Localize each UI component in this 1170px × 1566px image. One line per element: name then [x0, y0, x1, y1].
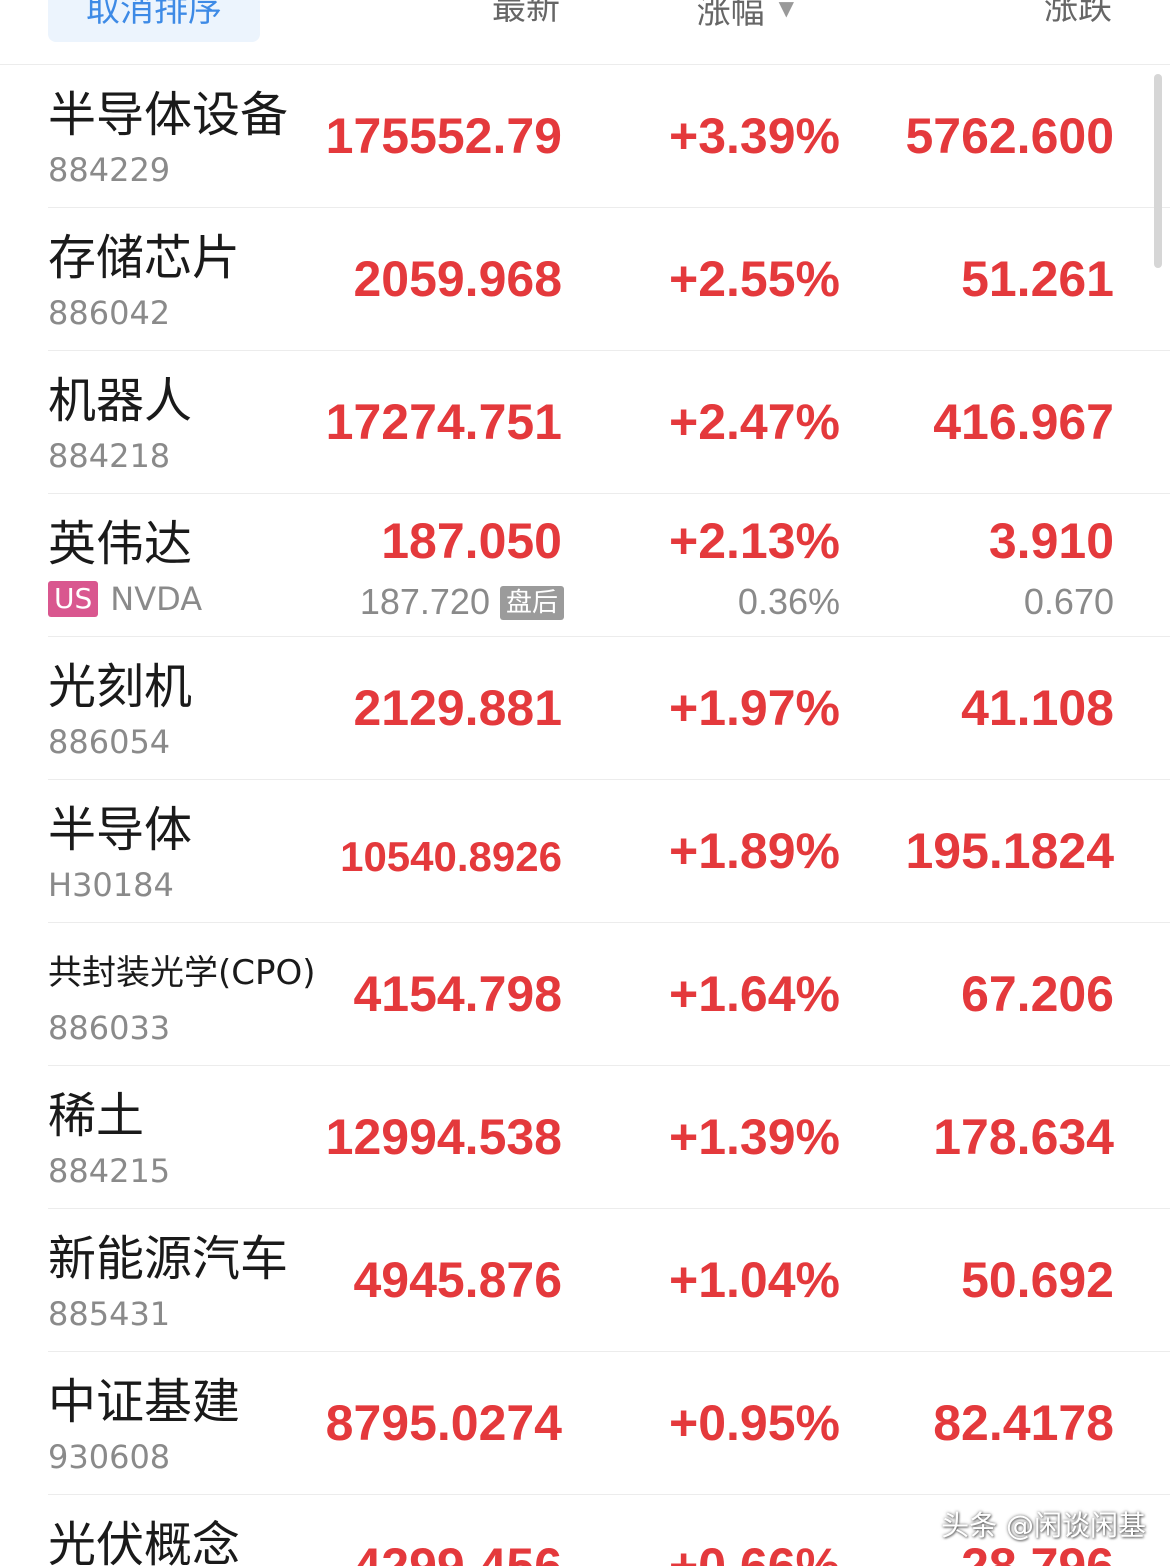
item-change: 416.967: [933, 394, 1114, 450]
list-item[interactable]: 机器人 884218 17274.751 +2.47% 416.967: [48, 351, 1170, 494]
item-latest: 4945.876: [353, 1252, 562, 1308]
list-item[interactable]: 稀土 884215 12994.538 +1.39% 178.634: [48, 1066, 1170, 1209]
item-code: 886054: [48, 723, 171, 761]
item-name: 新能源汽车: [48, 1231, 289, 1287]
item-name: 机器人: [48, 373, 193, 429]
item-change: 41.108: [961, 680, 1114, 736]
market-badge: US: [48, 581, 99, 617]
item-change: 195.1824: [905, 823, 1114, 879]
item-change: 3.910: [988, 513, 1114, 569]
item-name: 稀土: [48, 1088, 145, 1144]
item-code: US NVDA: [48, 580, 202, 618]
column-header-pct[interactable]: 涨幅 ▼: [697, 0, 794, 34]
item-pct: +3.39%: [669, 108, 840, 164]
item-code: H30184: [48, 866, 174, 904]
item-name: 英伟达: [48, 516, 193, 572]
arrow-down-icon: ▼: [778, 0, 794, 20]
item-pct: +2.13%: [669, 513, 840, 569]
item-latest: 12994.538: [325, 1109, 562, 1165]
column-header-latest[interactable]: 最新: [492, 0, 560, 28]
list-item[interactable]: 存储芯片 886042 2059.968 +2.55% 51.261: [48, 208, 1170, 351]
item-code: 885431: [48, 1295, 171, 1333]
item-pct: +1.64%: [669, 966, 840, 1022]
after-hours-pct: 0.36%: [737, 581, 840, 622]
column-header-pct-label: 涨幅: [696, 0, 765, 32]
list-item[interactable]: 半导体 H30184 10540.8926 +1.89% 195.1824: [48, 780, 1170, 923]
list-item[interactable]: 中证基建 930608 8795.0274 +0.95% 82.4178: [48, 1352, 1170, 1495]
item-code: 884229: [48, 151, 171, 189]
item-latest: 2129.881: [353, 680, 562, 736]
item-code: 884218: [48, 437, 171, 475]
item-pct: +1.89%: [669, 823, 840, 879]
item-change: 51.261: [961, 251, 1114, 307]
list-item[interactable]: 光刻机 886054 2129.881 +1.97% 41.108: [48, 637, 1170, 780]
item-name: 半导体设备: [48, 87, 289, 143]
after-hours-badge: 盘后: [499, 586, 564, 620]
item-latest: 4299.456: [353, 1538, 562, 1566]
item-name: 存储芯片: [48, 230, 241, 286]
item-pct: +1.39%: [669, 1109, 840, 1165]
item-change: 28.796: [961, 1538, 1114, 1566]
after-hours-change: 0.670: [1023, 581, 1114, 622]
cancel-sort-button[interactable]: 取消排序: [48, 0, 260, 42]
item-change: 178.634: [933, 1109, 1114, 1165]
list-item[interactable]: 半导体设备 884229 175552.79 +3.39% 5762.600: [48, 65, 1170, 208]
item-code: 886033: [48, 1009, 171, 1047]
scrollbar[interactable]: [1154, 74, 1162, 268]
item-change: 5762.600: [905, 108, 1114, 164]
item-latest: 175552.79: [325, 108, 562, 164]
after-hours-latest: 187.720 盘后: [360, 582, 564, 622]
item-code: 930608: [48, 1438, 171, 1476]
item-name: 半导体: [48, 802, 193, 858]
item-latest: 4154.798: [353, 966, 562, 1022]
item-name: 光伏概念: [48, 1517, 241, 1566]
list-item[interactable]: 共封装光学(CPO) 886033 4154.798 +1.64% 67.206: [48, 923, 1170, 1066]
item-name: 共封装光学(CPO): [48, 953, 316, 993]
item-change: 67.206: [961, 966, 1114, 1022]
list-item[interactable]: 新能源汽车 885431 4945.876 +1.04% 50.692: [48, 1209, 1170, 1352]
list-header: 取消排序 最新 涨幅 ▼ 涨跌: [0, 0, 1170, 65]
item-code: 884215: [48, 1152, 171, 1190]
item-latest: 187.050: [381, 513, 562, 569]
item-latest: 10540.8926: [340, 833, 562, 880]
item-change: 50.692: [961, 1252, 1114, 1308]
item-pct: +0.66%: [669, 1538, 840, 1566]
list-item[interactable]: 英伟达 US NVDA 187.050 +2.13% 3.910 187.720 盘…: [48, 494, 1170, 637]
item-code: 886042: [48, 294, 171, 332]
column-header-change[interactable]: 涨跌: [1044, 0, 1112, 28]
item-pct: +2.47%: [669, 394, 840, 450]
item-ticker: NVDA: [110, 580, 203, 618]
after-hours-price: 187.720: [359, 581, 490, 622]
item-latest: 2059.968: [353, 251, 562, 307]
item-latest: 17274.751: [325, 394, 562, 450]
item-name: 光刻机: [48, 659, 193, 715]
watermark: 头条 @闲谈闲基: [941, 1509, 1146, 1542]
item-pct: +2.55%: [669, 251, 840, 307]
list-item[interactable]: 光伏概念 4299.456 +0.66% 28.796: [48, 1495, 1170, 1566]
item-name: 中证基建: [48, 1374, 241, 1430]
item-latest: 8795.0274: [325, 1395, 562, 1451]
item-pct: +1.97%: [669, 680, 840, 736]
item-change: 82.4178: [933, 1395, 1114, 1451]
item-pct: +0.95%: [669, 1395, 840, 1451]
sector-list: 半导体设备 884229 175552.79 +3.39% 5762.600 存…: [0, 65, 1170, 1566]
item-pct: +1.04%: [669, 1252, 840, 1308]
